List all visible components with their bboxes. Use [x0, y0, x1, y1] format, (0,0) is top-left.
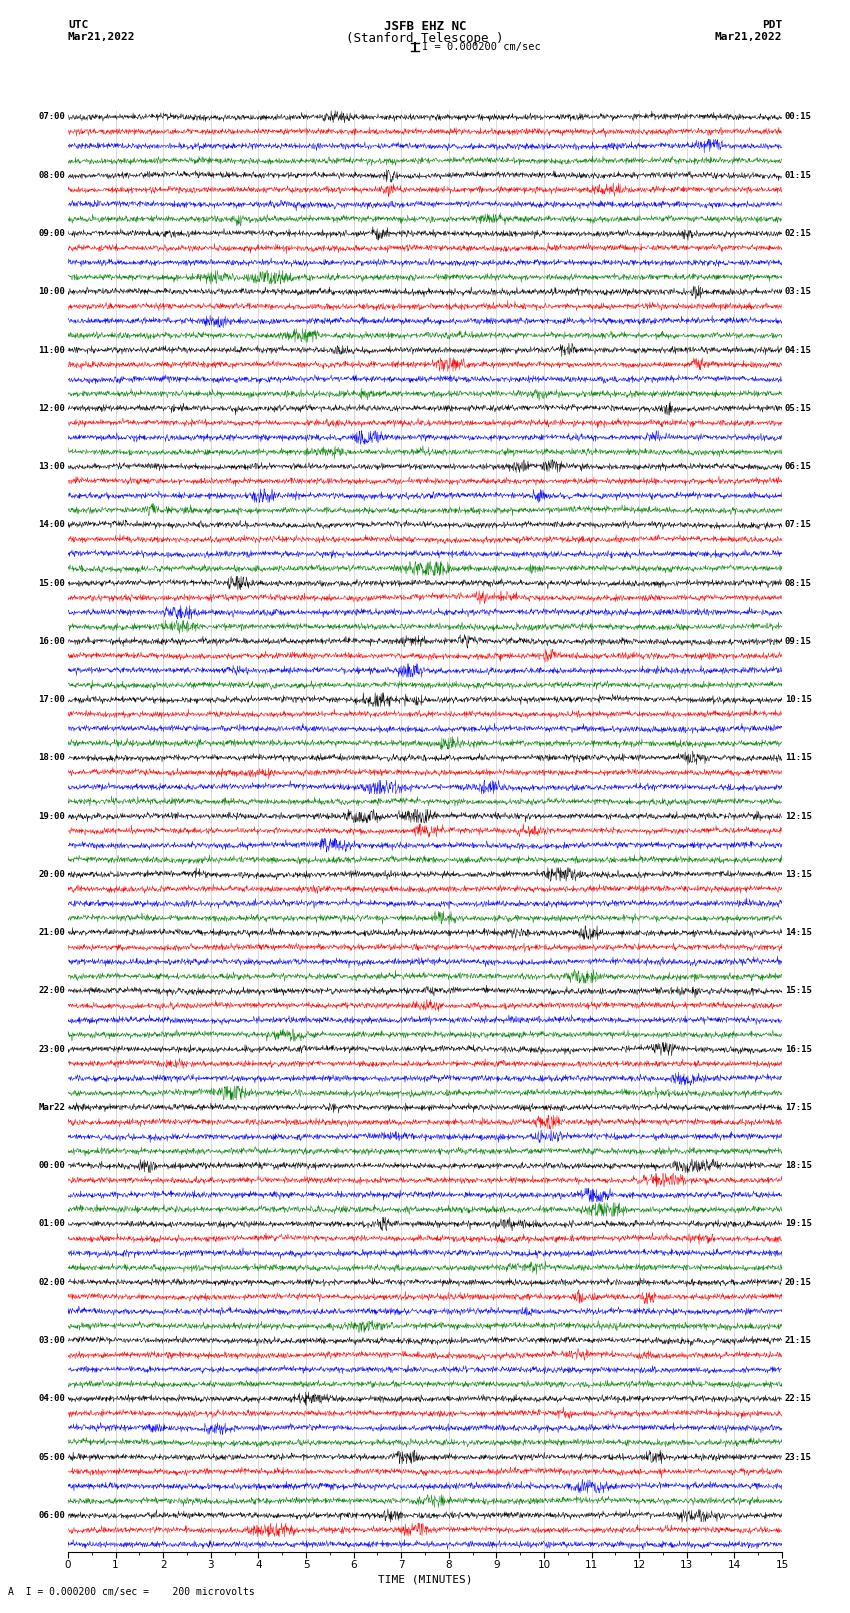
Text: Mar22: Mar22: [38, 1103, 65, 1111]
Text: 06:00: 06:00: [38, 1511, 65, 1519]
Text: 10:00: 10:00: [38, 287, 65, 297]
Text: Mar21,2022: Mar21,2022: [68, 32, 135, 42]
Text: 17:15: 17:15: [785, 1103, 812, 1111]
Text: Mar21,2022: Mar21,2022: [715, 32, 782, 42]
Text: (Stanford Telescope ): (Stanford Telescope ): [346, 32, 504, 45]
Text: JSFB EHZ NC: JSFB EHZ NC: [383, 19, 467, 34]
Text: 07:15: 07:15: [785, 521, 812, 529]
Text: 12:15: 12:15: [785, 811, 812, 821]
Text: 00:15: 00:15: [785, 113, 812, 121]
Text: 22:15: 22:15: [785, 1394, 812, 1403]
Text: 13:00: 13:00: [38, 461, 65, 471]
Text: 10:15: 10:15: [785, 695, 812, 705]
Text: 16:15: 16:15: [785, 1045, 812, 1053]
Text: 11:15: 11:15: [785, 753, 812, 763]
Text: I = 0.000200 cm/sec: I = 0.000200 cm/sec: [422, 42, 541, 52]
Text: 03:00: 03:00: [38, 1336, 65, 1345]
Text: 15:15: 15:15: [785, 987, 812, 995]
Text: 01:00: 01:00: [38, 1219, 65, 1229]
Text: 05:15: 05:15: [785, 403, 812, 413]
Text: 20:00: 20:00: [38, 869, 65, 879]
Text: 14:15: 14:15: [785, 927, 812, 937]
Text: 07:00: 07:00: [38, 113, 65, 121]
Text: 06:15: 06:15: [785, 461, 812, 471]
Text: 20:15: 20:15: [785, 1277, 812, 1287]
Text: PDT: PDT: [762, 19, 782, 31]
Text: 19:15: 19:15: [785, 1219, 812, 1229]
Text: 11:00: 11:00: [38, 345, 65, 355]
Text: 21:15: 21:15: [785, 1336, 812, 1345]
Text: A  I = 0.000200 cm/sec =    200 microvolts: A I = 0.000200 cm/sec = 200 microvolts: [8, 1587, 255, 1597]
Text: 13:15: 13:15: [785, 869, 812, 879]
Text: 21:00: 21:00: [38, 927, 65, 937]
Text: 17:00: 17:00: [38, 695, 65, 705]
Text: 02:00: 02:00: [38, 1277, 65, 1287]
Text: 18:00: 18:00: [38, 753, 65, 763]
Text: 22:00: 22:00: [38, 987, 65, 995]
Text: 16:00: 16:00: [38, 637, 65, 645]
Text: 04:00: 04:00: [38, 1394, 65, 1403]
Text: 02:15: 02:15: [785, 229, 812, 239]
Text: 12:00: 12:00: [38, 403, 65, 413]
Text: 03:15: 03:15: [785, 287, 812, 297]
Text: 14:00: 14:00: [38, 521, 65, 529]
Text: 01:15: 01:15: [785, 171, 812, 179]
X-axis label: TIME (MINUTES): TIME (MINUTES): [377, 1574, 473, 1584]
Text: 00:00: 00:00: [38, 1161, 65, 1169]
Text: UTC: UTC: [68, 19, 88, 31]
Text: 15:00: 15:00: [38, 579, 65, 587]
Text: 23:00: 23:00: [38, 1045, 65, 1053]
Text: 19:00: 19:00: [38, 811, 65, 821]
Text: 09:15: 09:15: [785, 637, 812, 645]
Text: 23:15: 23:15: [785, 1453, 812, 1461]
Text: 09:00: 09:00: [38, 229, 65, 239]
Text: 04:15: 04:15: [785, 345, 812, 355]
Text: 08:00: 08:00: [38, 171, 65, 179]
Text: 08:15: 08:15: [785, 579, 812, 587]
Text: 05:00: 05:00: [38, 1453, 65, 1461]
Text: 18:15: 18:15: [785, 1161, 812, 1169]
